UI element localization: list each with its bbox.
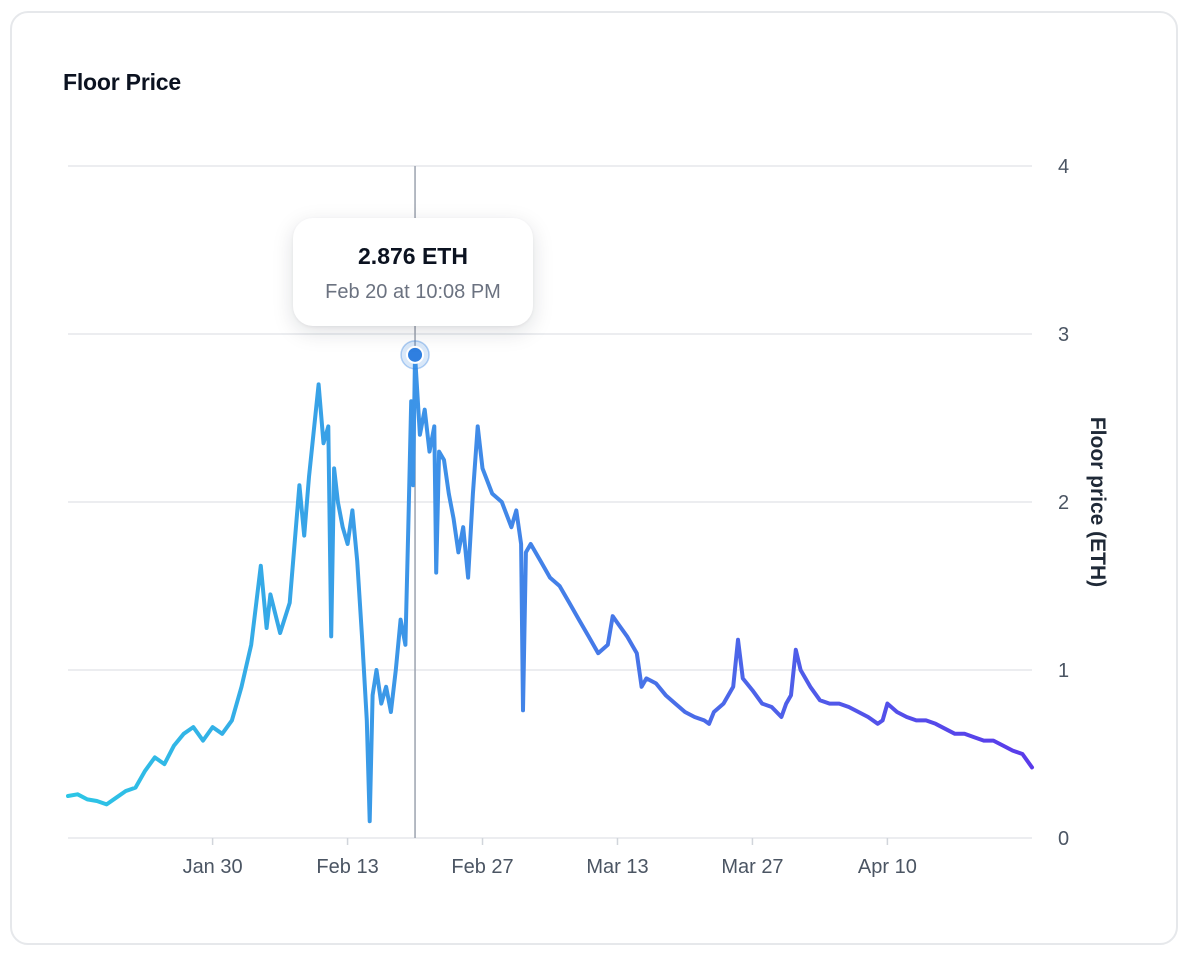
y-tick-label: 1 <box>1058 660 1069 682</box>
x-tick-label: Jan 30 <box>183 856 243 878</box>
tooltip-date: Feb 20 at 10:08 PM <box>325 281 501 303</box>
x-tick-label: Feb 27 <box>451 856 513 878</box>
x-tick-label: Mar 27 <box>721 856 783 878</box>
x-tick-label: Apr 10 <box>858 856 917 878</box>
gridlines <box>68 165 1032 839</box>
highlight-marker[interactable] <box>406 345 425 364</box>
price-tooltip: 2.876 ETH Feb 20 at 10:08 PM <box>293 218 533 326</box>
x-tick-label: Feb 13 <box>316 856 378 878</box>
x-tick-label: Mar 13 <box>586 856 648 878</box>
y-axis: 0 1 2 3 4 <box>1058 156 1069 850</box>
y-tick-label: 0 <box>1058 828 1069 850</box>
x-axis: Jan 30 Feb 13 Feb 27 Mar 13 Mar 27 Apr 10 <box>183 838 917 878</box>
y-tick-label: 4 <box>1058 156 1069 178</box>
tooltip-value: 2.876 ETH <box>358 243 468 269</box>
y-tick-label: 3 <box>1058 324 1069 346</box>
y-tick-label: 2 <box>1058 492 1069 514</box>
card-title: Floor Price <box>63 69 181 95</box>
floor-price-line[interactable] <box>66 352 1034 824</box>
y-axis-title: Floor price (ETH) <box>1086 417 1109 587</box>
